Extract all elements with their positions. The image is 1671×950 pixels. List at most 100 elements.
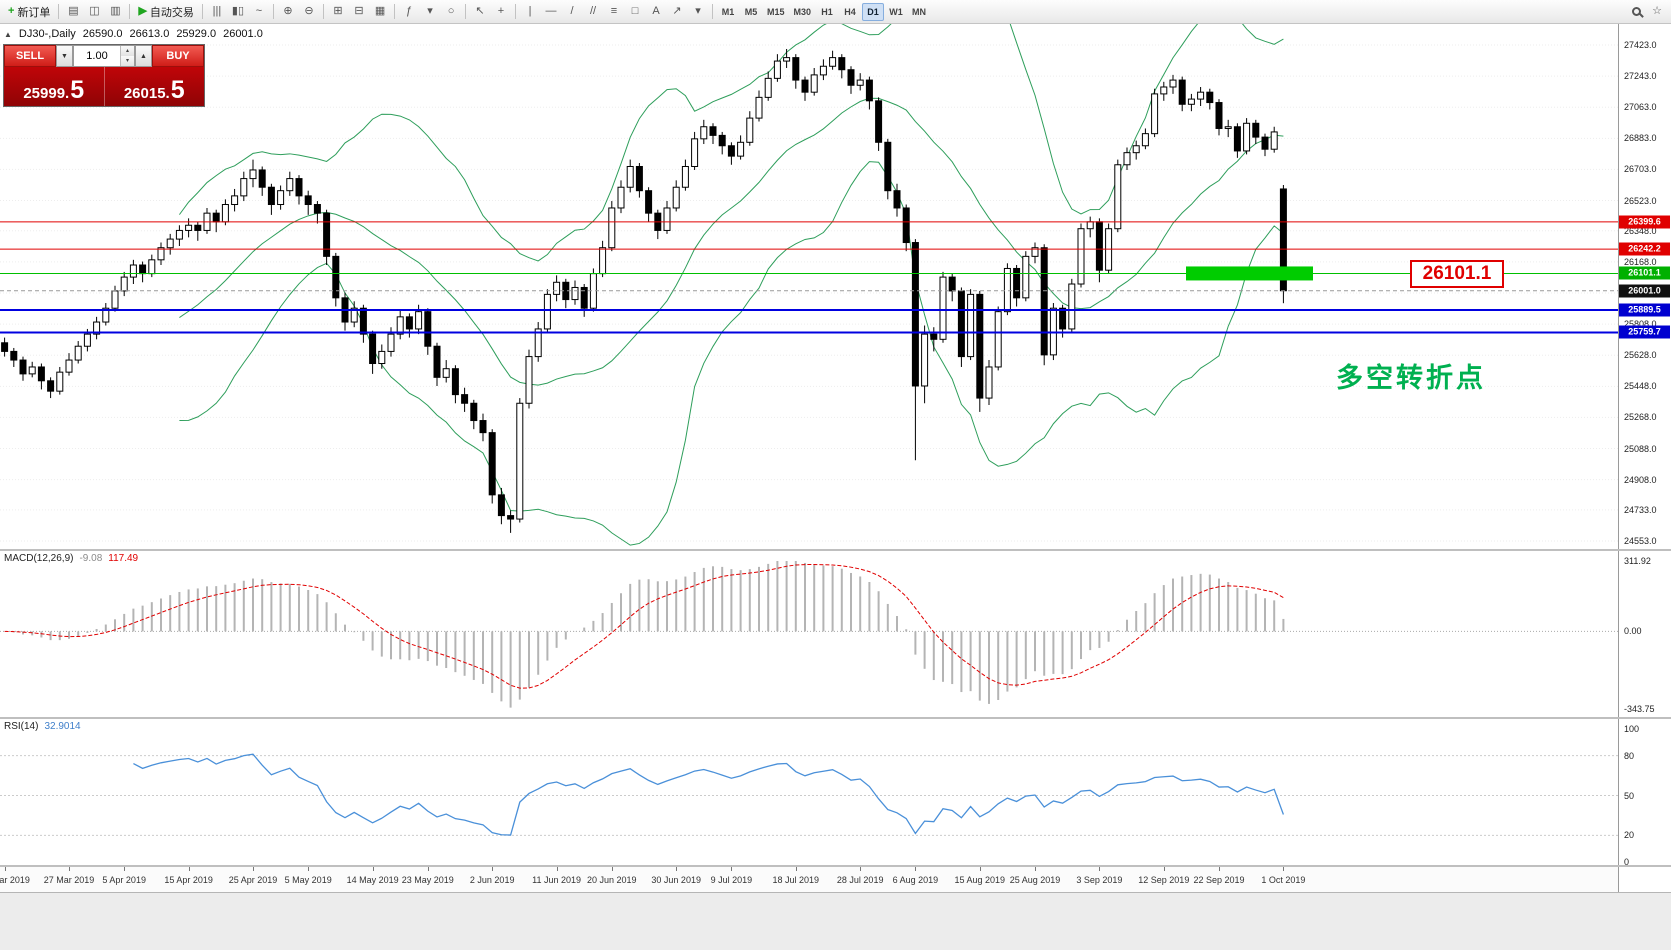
- price-chart-panel[interactable]: [0, 24, 1618, 550]
- sell-options-dropdown[interactable]: ▼: [56, 45, 73, 67]
- sell-price-main: 25999.: [23, 85, 70, 102]
- date-label: 28 Jul 2019: [836, 875, 884, 885]
- date-label: 5 Apr 2019: [102, 875, 146, 885]
- timeframe-d1[interactable]: D1: [862, 2, 885, 21]
- zoom-out-button[interactable]: ⊖: [299, 2, 319, 22]
- indicators-button[interactable]: ƒ: [399, 2, 419, 22]
- timeframe-w1[interactable]: W1: [885, 3, 907, 21]
- panel-divider-macd[interactable]: [0, 549, 1671, 551]
- data-window-icon: ▥: [110, 5, 121, 17]
- timeframe-m30[interactable]: M30: [790, 3, 816, 21]
- new-chart-button[interactable]: ▤: [63, 2, 83, 22]
- macd-value-main: -9.08: [79, 553, 103, 564]
- autotrading-button[interactable]: ▶ 自动交易: [134, 2, 197, 22]
- symbol-marker-icon: ▲: [4, 29, 12, 39]
- date-label: 12 Sep 2019: [1138, 875, 1190, 885]
- shapes-button[interactable]: □: [625, 2, 645, 22]
- price-callout-box[interactable]: 26101.1: [1410, 260, 1504, 288]
- buy-button[interactable]: BUY: [152, 45, 204, 67]
- data-window-button[interactable]: ▥: [105, 2, 125, 22]
- time-axis[interactable]: 18 Mar 2019 27 Mar 2019 5 Apr 2019 15 Apr 2…: [0, 866, 1618, 892]
- line-chart-button[interactable]: ~: [249, 2, 269, 22]
- toolbar-separator: [712, 4, 714, 19]
- trendline-icon: /: [570, 5, 574, 17]
- timeframe-h1[interactable]: H1: [816, 3, 838, 21]
- new-order-icon: +: [8, 5, 15, 17]
- date-tick: [308, 867, 310, 871]
- indicators-icon: ƒ: [405, 5, 413, 17]
- more-objects-button[interactable]: ▾: [688, 2, 708, 22]
- candlestick-chart-button[interactable]: ▮▯: [228, 2, 248, 22]
- rsi-canvas[interactable]: [0, 719, 1618, 865]
- price-axis[interactable]: [1618, 24, 1671, 892]
- top-toolbar: + 新订单 ▤ ◫ ▥ ▶ 自动交易 ||| ▮▯ ~ ⊕ ⊖ ⊞ ⊟ ▦ ƒ ▾ ○ ↖ + | — ///≡ □ A ↗ ▾ M1…: [0, 0, 1671, 24]
- cursor-icon: ↖: [475, 5, 485, 17]
- sell-price[interactable]: 25999. 5: [4, 67, 104, 106]
- date-tick: [731, 867, 733, 871]
- buy-price[interactable]: 26015. 5: [105, 67, 205, 106]
- date-tick: [69, 867, 70, 871]
- volume-input[interactable]: [74, 46, 120, 66]
- tile-windows-icon: ⊞: [333, 5, 343, 17]
- favorites-button[interactable]: ☆: [1647, 2, 1667, 22]
- volume-down-icon[interactable]: ▾: [121, 56, 134, 66]
- date-tick: [795, 867, 797, 871]
- horizontal-line-button[interactable]: —: [541, 2, 561, 22]
- date-label: 30 Jun 2019: [651, 875, 701, 885]
- timeframe-m15[interactable]: M15: [763, 3, 789, 21]
- cursor-button[interactable]: ↖: [470, 2, 490, 22]
- rsi-value: 32.9014: [44, 721, 81, 732]
- caret-up-icon: ▲: [140, 52, 147, 60]
- grid-button[interactable]: ▦: [370, 2, 390, 22]
- favorites-icon: ☆: [1652, 5, 1662, 17]
- text-button[interactable]: A: [646, 2, 666, 22]
- date-label: 15 Aug 2019: [954, 875, 1006, 885]
- rsi-panel[interactable]: [0, 719, 1618, 865]
- date-tick: [4, 867, 6, 871]
- zoom-in-button[interactable]: ⊕: [278, 2, 298, 22]
- tile-windows-button[interactable]: ⊞: [328, 2, 348, 22]
- timeframe-mn[interactable]: MN: [908, 3, 930, 21]
- timeframe-m1[interactable]: M1: [717, 3, 739, 21]
- candlestick-chart-icon: ▮▯: [231, 5, 245, 17]
- vertical-line-icon: |: [528, 5, 532, 17]
- date-label: 18 Mar 2019: [0, 875, 30, 885]
- date-label: 5 May 2019: [284, 875, 332, 885]
- channel-icon: //: [589, 5, 597, 17]
- channel-button[interactable]: //: [583, 2, 603, 22]
- buy-options-dropdown[interactable]: ▲: [135, 45, 152, 67]
- volume-up-icon[interactable]: ▴: [121, 46, 134, 56]
- timeframe-m5[interactable]: M5: [740, 3, 762, 21]
- autotrading-icon: ▶: [138, 5, 147, 17]
- indicator-list-button[interactable]: ▾: [420, 2, 440, 22]
- profiles-button[interactable]: ◫: [84, 2, 104, 22]
- panel-divider-rsi[interactable]: [0, 717, 1671, 719]
- trendline-button[interactable]: /: [562, 2, 582, 22]
- new-order-button[interactable]: + 新订单: [4, 2, 54, 22]
- date-tick: [979, 867, 981, 871]
- timeframe-h4[interactable]: H4: [839, 3, 861, 21]
- rsi-label: RSI(14) 32.9014: [4, 721, 81, 732]
- date-label: 14 May 2019: [346, 875, 399, 885]
- crosshair-button[interactable]: +: [491, 2, 511, 22]
- bar-chart-button[interactable]: |||: [207, 2, 227, 22]
- macd-panel[interactable]: [0, 551, 1618, 717]
- new-order-label: 新订单: [17, 6, 51, 19]
- search-button[interactable]: [1626, 2, 1646, 22]
- ohlc-low: 25929.0: [176, 28, 217, 40]
- toolbar-separator: [465, 4, 467, 19]
- sell-button[interactable]: SELL: [4, 45, 56, 67]
- date-tick: [915, 867, 917, 871]
- toolbar-separator: [394, 4, 396, 19]
- period-clock-button[interactable]: ○: [441, 2, 461, 22]
- arrow-label-button[interactable]: ↗: [667, 2, 687, 22]
- macd-canvas[interactable]: [0, 551, 1618, 717]
- auto-arrange-icon: ⊟: [354, 5, 364, 17]
- vertical-line-button[interactable]: |: [520, 2, 540, 22]
- fibonacci-button[interactable]: ≡: [604, 2, 624, 22]
- main-chart-canvas[interactable]: [0, 24, 1618, 550]
- date-tick: [372, 867, 374, 871]
- auto-arrange-button[interactable]: ⊟: [349, 2, 369, 22]
- date-tick: [1283, 867, 1285, 871]
- date-label: 15 Apr 2019: [164, 875, 213, 885]
